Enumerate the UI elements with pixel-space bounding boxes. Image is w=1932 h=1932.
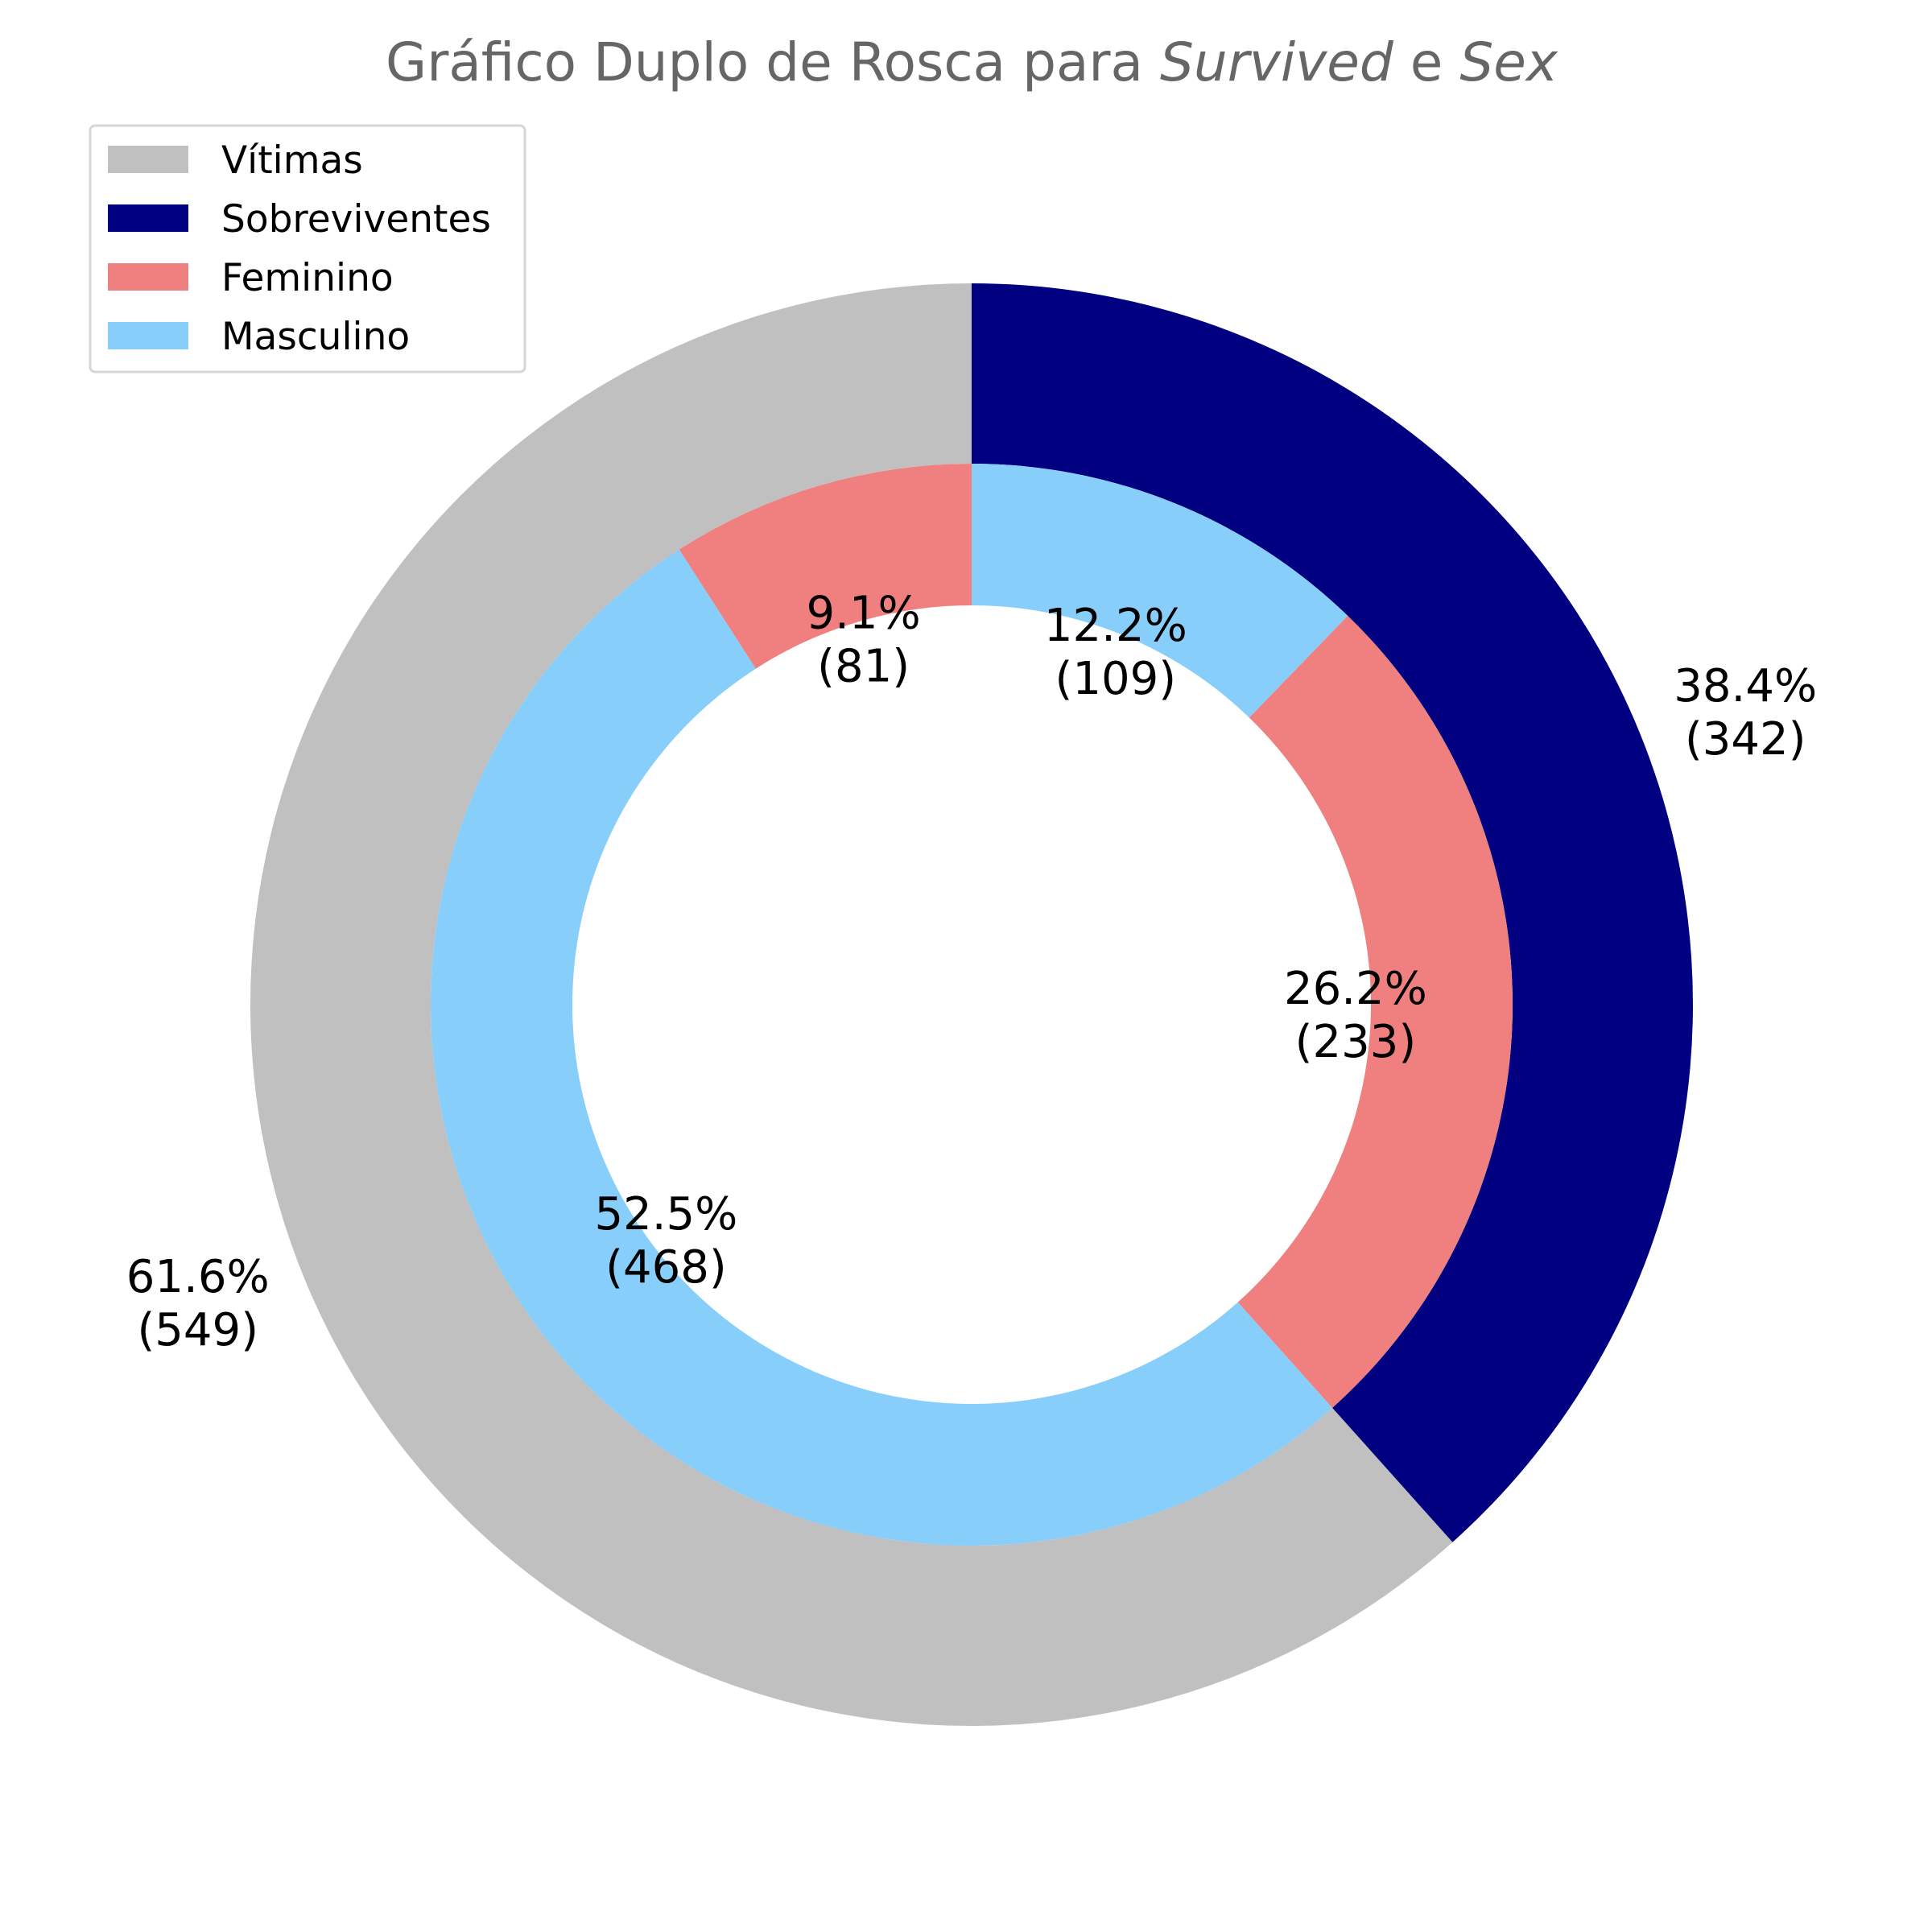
outer-slice-count-1: (342) — [1685, 713, 1806, 766]
inner-slice-1 — [431, 549, 1333, 1546]
inner-slice-2 — [1237, 615, 1513, 1408]
outer-slice-1 — [972, 283, 1694, 1542]
outer-ring — [250, 283, 1694, 1726]
inner-slice-percent-3: 12.2% — [1044, 600, 1187, 652]
outer-slice-count-0: (549) — [137, 1304, 258, 1356]
outer-slice-0 — [250, 283, 1453, 1726]
outer-slice-percent-0: 61.6% — [126, 1251, 270, 1303]
legend-label-3: Masculino — [221, 315, 410, 359]
inner-slice-label-3: 12.2% (109) — [1044, 600, 1187, 705]
legend-swatch-1 — [108, 204, 188, 232]
legend-label-0: Vítimas — [221, 138, 363, 183]
inner-slice-percent-0: 9.1% — [806, 587, 920, 639]
legend: Vítimas Sobreviventes Feminino Masculino — [89, 124, 526, 374]
legend-entries: Vítimas Sobreviventes Feminino Masculino — [108, 138, 491, 359]
inner-slice-percent-1: 52.5% — [594, 1188, 737, 1241]
chart-title-sex: Sex — [1459, 31, 1558, 93]
inner-slice-count-3: (109) — [1055, 653, 1177, 705]
chart-title: Gráfico Duplo de Rosca para Survived e S… — [386, 31, 1558, 93]
legend-frame — [89, 124, 526, 374]
inner-slice-3 — [972, 464, 1348, 718]
inner-slice-0 — [679, 464, 972, 669]
inner-slice-count-0: (81) — [817, 640, 910, 692]
inner-slice-count-2: (233) — [1295, 1016, 1417, 1068]
inner-slice-percent-2: 26.2% — [1284, 963, 1427, 1015]
outer-slice-percent-1: 38.4% — [1674, 660, 1817, 712]
outer-slice-label-1: 38.4% (342) — [1674, 660, 1817, 766]
legend-swatch-3 — [108, 322, 188, 349]
value-labels: 61.6% (549) 38.4% (342) 9.1% (81) 52.5% (468) 26… — [126, 587, 1817, 1356]
inner-slice-label-0: 9.1% (81) — [806, 587, 920, 692]
legend-swatch-2 — [108, 263, 188, 291]
legend-label-2: Feminino — [221, 256, 394, 300]
chart-title-survived: Survived — [1160, 31, 1394, 93]
outer-slice-label-0: 61.6% (549) — [126, 1251, 270, 1356]
chart-title-joiner: e — [1393, 31, 1460, 93]
legend-swatch-0 — [108, 146, 188, 173]
chart-title-prefix: Gráfico Duplo de Rosca para — [386, 31, 1160, 93]
inner-slice-label-2: 26.2% (233) — [1284, 963, 1427, 1068]
inner-ring — [431, 464, 1513, 1546]
inner-slice-label-1: 52.5% (468) — [594, 1188, 737, 1294]
legend-label-1: Sobreviventes — [221, 197, 491, 242]
inner-slice-count-1: (468) — [605, 1241, 727, 1294]
